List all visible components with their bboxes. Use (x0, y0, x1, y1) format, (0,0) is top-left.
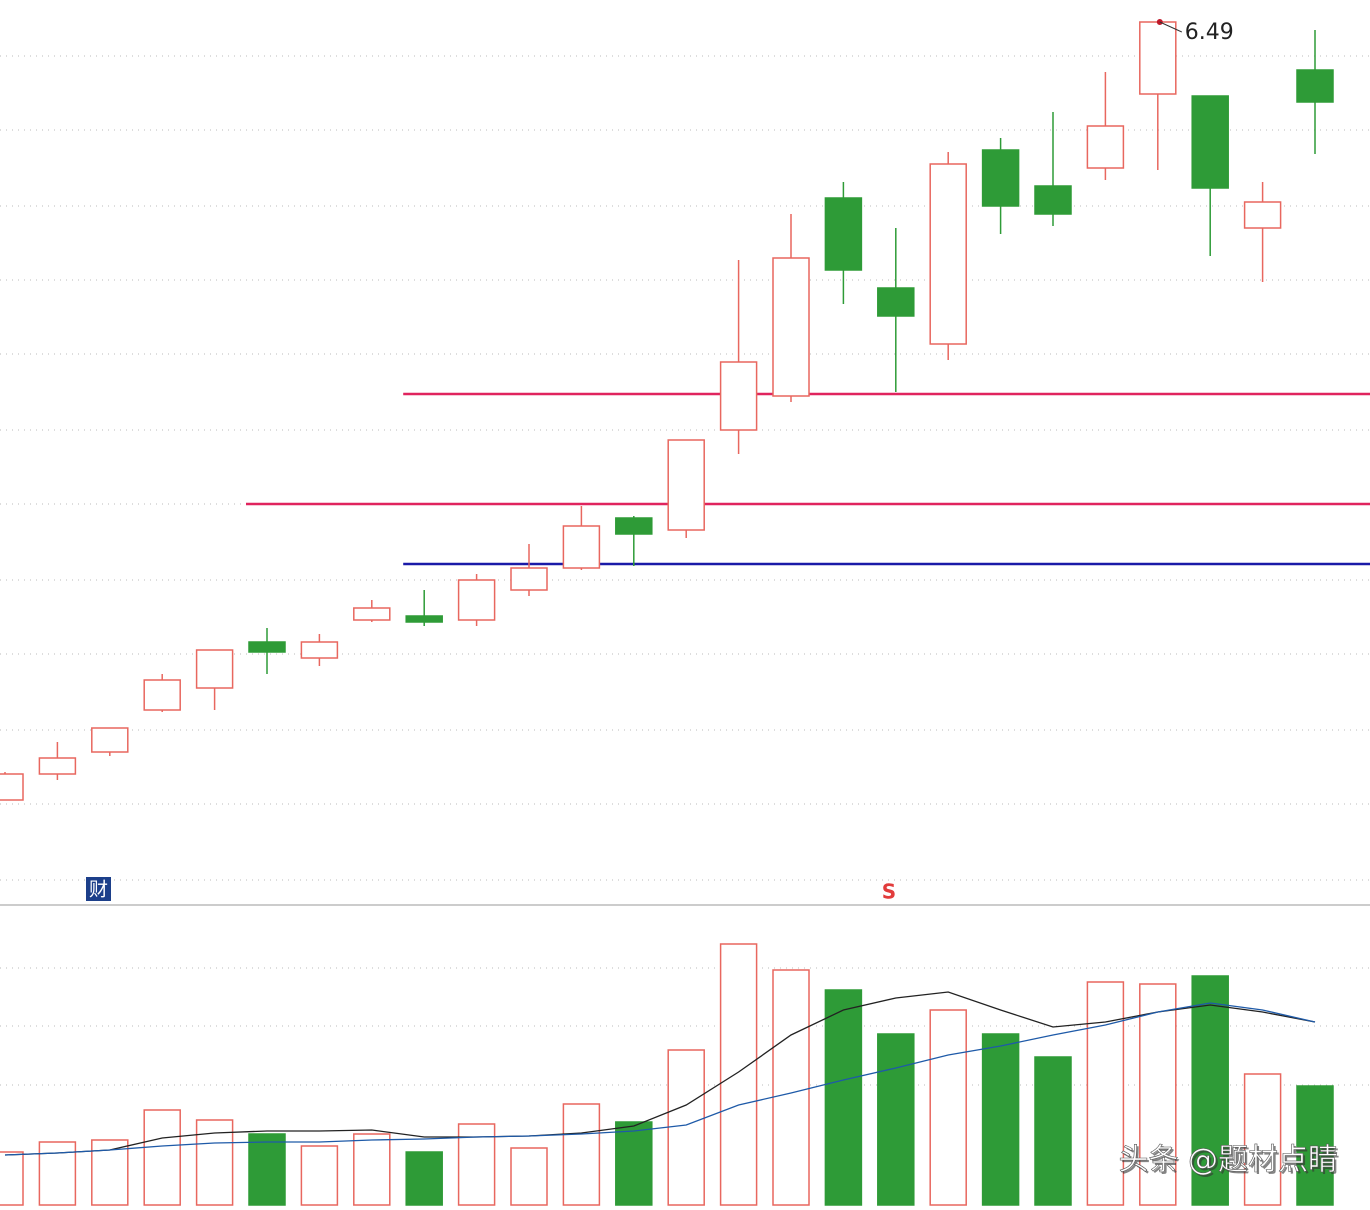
candle-body (981, 149, 1020, 207)
candle-body (1243, 201, 1282, 229)
candle-body (300, 641, 339, 659)
candle-body (562, 525, 601, 569)
volume-bar (615, 1121, 653, 1206)
badge: 财 (89, 879, 108, 901)
volume-ma-line (4, 991, 1316, 1156)
volume-bar (1296, 1085, 1334, 1206)
candle-body (38, 757, 77, 775)
volume-bar (981, 1033, 1020, 1206)
candle-body (772, 257, 810, 397)
watermark-shadow: 头条 @题材点睛 (1120, 1145, 1340, 1180)
volume-bar (562, 1103, 601, 1206)
volume-bar (38, 1141, 77, 1206)
candle-body (353, 607, 391, 621)
candle-body (195, 649, 234, 689)
volume-bar (248, 1133, 286, 1206)
volume-bar (1243, 1073, 1282, 1206)
volume-bar (772, 969, 810, 1206)
volume-bar (667, 1049, 705, 1206)
candle-body (0, 773, 24, 801)
candle-body (91, 727, 129, 753)
volume-bar (877, 1033, 915, 1206)
candle-body (510, 567, 548, 591)
candle-body (719, 361, 758, 431)
candle-body (667, 439, 705, 531)
volume-bar (195, 1119, 234, 1206)
badge: S (882, 880, 896, 904)
volume-bar (719, 943, 758, 1206)
volume-bar (1139, 983, 1177, 1206)
candle-body (1086, 125, 1125, 169)
candle-body (1191, 95, 1229, 189)
candle-body (143, 679, 181, 711)
candle-body (457, 579, 496, 621)
volume-bar (405, 1151, 443, 1206)
candle-body (1296, 69, 1334, 103)
watermark: 头条 @题材点睛 (1118, 1143, 1338, 1178)
candle-body (877, 287, 915, 317)
badge-box (86, 877, 111, 901)
candle-body (1034, 185, 1072, 215)
candle-body (248, 641, 286, 653)
volume-bar (0, 1151, 24, 1206)
candle-body (824, 197, 863, 271)
high-pointer (1159, 21, 1183, 33)
volume-bar (824, 989, 863, 1206)
candle-body (1139, 21, 1177, 95)
volume-bar (143, 1109, 181, 1206)
volume-bar (929, 1009, 967, 1206)
volume-bar (1191, 975, 1229, 1206)
high-label: 6.49 (1185, 20, 1234, 45)
candle-body (405, 615, 443, 623)
volume-bar (353, 1133, 391, 1206)
candle-body (615, 517, 653, 535)
volume-ma-line (4, 1002, 1316, 1156)
candle-body (929, 163, 967, 345)
volume-bar (1034, 1056, 1072, 1206)
volume-bar (300, 1145, 339, 1206)
volume-bar (510, 1147, 548, 1206)
